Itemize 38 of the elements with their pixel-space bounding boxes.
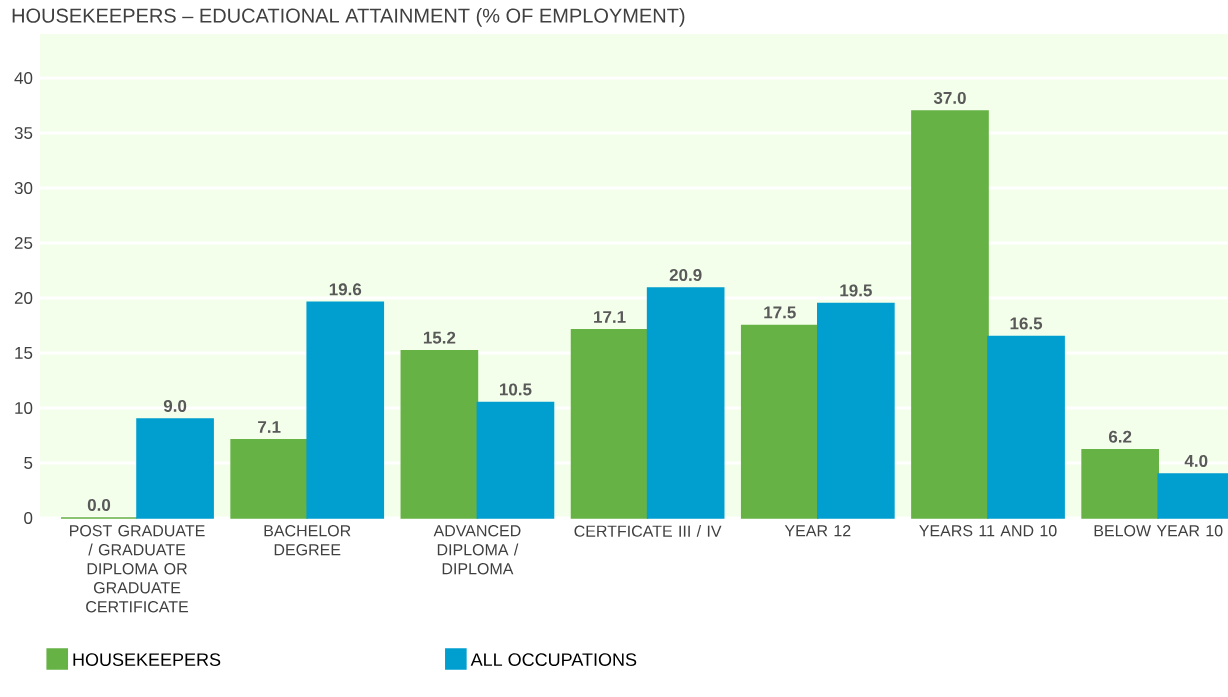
data-label: 20.9 bbox=[669, 269, 702, 282]
x-tick-label: YEARS 11 AND 10 bbox=[919, 525, 1057, 537]
y-tick-label: 15 bbox=[15, 347, 33, 359]
data-label: 4.0 bbox=[1184, 454, 1208, 467]
y-tick-label: 0 bbox=[24, 511, 33, 524]
y-tick-label: 25 bbox=[14, 236, 33, 250]
data-label: 37.0 bbox=[933, 91, 966, 104]
data-label: 16.5 bbox=[1010, 317, 1043, 330]
x-tick-label: BELOW YEAR 10 bbox=[1094, 525, 1223, 537]
y-tick-label: 20 bbox=[14, 291, 33, 305]
legend-label: ALL OCCUPATIONS bbox=[470, 653, 637, 666]
x-tick-label: ADVANCED DIPLOMA / DIPLOMA bbox=[433, 525, 521, 575]
data-label: 15.2 bbox=[423, 331, 456, 344]
data-label: 17.5 bbox=[764, 306, 796, 319]
data-label: 0.0 bbox=[87, 498, 111, 511]
chart-title: HOUSEKEEPERS – EDUCATIONAL ATTAINMENT (% OF EMPLOYMENT) bbox=[12, 8, 685, 27]
data-label: 7.1 bbox=[258, 421, 281, 433]
bar bbox=[400, 349, 479, 519]
data-label: 19.6 bbox=[329, 283, 362, 296]
bar bbox=[911, 110, 989, 519]
y-tick-label: 35 bbox=[14, 127, 33, 140]
bar bbox=[230, 439, 309, 519]
data-label: 10.5 bbox=[499, 383, 532, 396]
x-tick-label: CERTFICATE III / IV bbox=[574, 525, 722, 537]
bar bbox=[740, 324, 819, 519]
data-label: 17.1 bbox=[594, 311, 626, 323]
bar bbox=[570, 329, 649, 519]
y-tick-label: 30 bbox=[14, 182, 33, 195]
data-label: 9.0 bbox=[163, 399, 187, 412]
x-tick-label: YEAR 12 bbox=[784, 525, 851, 537]
x-tick-label: POST GRADUATE / GRADUATE DIPLOMA OR GRADUATE CERTIFICATE bbox=[70, 525, 205, 613]
y-tick-label: 40 bbox=[14, 72, 33, 85]
x-tick-label: BACHELOR DEGREE bbox=[264, 525, 351, 556]
y-tick-label: 10 bbox=[15, 401, 33, 414]
y-tick-label: 5 bbox=[24, 457, 33, 469]
data-label: 6.2 bbox=[1108, 430, 1132, 443]
legend-label: HOUSEKEEPERS bbox=[73, 653, 221, 666]
data-label: 19.5 bbox=[840, 284, 872, 297]
